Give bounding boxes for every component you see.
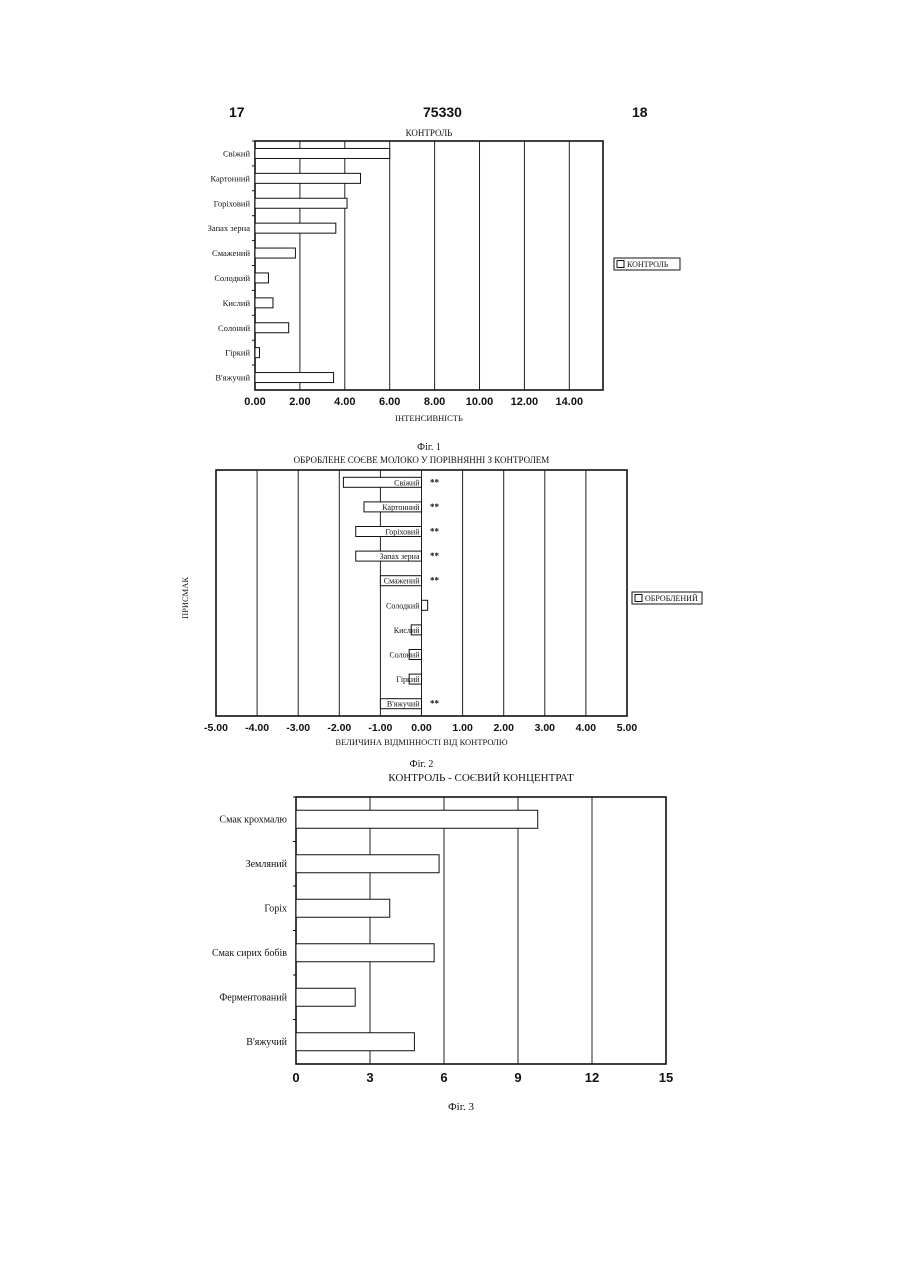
chart3-title: КОНТРОЛЬ - СОЄВИЙ КОНЦЕНТРАТ (388, 772, 574, 784)
chart1-bar (255, 148, 390, 158)
chart2-category-label: Кислий (394, 626, 420, 635)
chart2-x-tick-label: -4.00 (245, 722, 269, 734)
chart1-bar (255, 348, 259, 358)
chart2-x-tick-label: 5.00 (617, 722, 638, 734)
chart3-bar (296, 899, 390, 917)
chart3-bar (296, 810, 538, 828)
chart1-bar (255, 173, 361, 183)
chart2-significance-mark: ** (430, 527, 440, 537)
chart3-category-label: Смак крохмалю (219, 814, 287, 825)
chart2-bar (422, 600, 428, 610)
chart1-category-label: Смажений (212, 248, 250, 258)
chart1-category-label: Картонний (210, 173, 250, 183)
chart3-x-tick-label: 15 (659, 1070, 673, 1085)
chart2-x-tick-label: 1.00 (452, 722, 473, 734)
chart1-category-label: Солоний (218, 323, 250, 333)
chart2-category-label: Запах зерна (380, 552, 420, 561)
chart1-bar (255, 323, 289, 333)
chart1-x-tick-label: 10.00 (466, 396, 494, 408)
chart2-y-axis-label: ПРИСМАК (180, 577, 190, 619)
chart3-bar (296, 855, 439, 873)
chart3-bar (296, 944, 434, 962)
chart3-x-tick-label: 3 (366, 1070, 373, 1085)
chart2-category-label: Гіркий (396, 675, 420, 684)
chart1-bar (255, 373, 334, 383)
chart1-legend-label: КОНТРОЛЬ (627, 260, 669, 269)
chart1-x-tick-label: 8.00 (424, 396, 445, 408)
chart3-x-tick-label: 12 (585, 1070, 599, 1085)
chart2-x-tick-label: 0.00 (411, 722, 432, 734)
chart1-category-label: Гіркий (225, 348, 250, 358)
chart1-category-label: Свіжий (223, 148, 250, 158)
chart1-category-label: Кислий (223, 298, 251, 308)
chart1-bar (255, 198, 347, 208)
chart3-bar (296, 1033, 414, 1051)
chart1-legend-swatch (617, 261, 624, 268)
chart3-plot-frame (296, 797, 666, 1064)
chart1-bar (255, 298, 273, 308)
chart3-figure-caption: Фіг. 3 (448, 1101, 475, 1113)
chart1-bar (255, 223, 336, 233)
chart2-significance-mark: ** (430, 502, 440, 512)
chart1-x-tick-label: 2.00 (289, 396, 310, 408)
chart2-x-tick-label: -1.00 (368, 722, 392, 734)
chart1-x-tick-label: 0.00 (244, 396, 265, 408)
chart2-x-tick-label: -3.00 (286, 722, 310, 734)
chart1-category-label: Запах зерна (208, 223, 251, 233)
chart2-x-axis-label: ВЕЛИЧИНА ВІДМІННОСТІ ВІД КОНТРОЛЮ (335, 737, 507, 747)
chart2-category-label: Солодкий (386, 601, 420, 610)
chart1-bar (255, 273, 268, 283)
chart1-category-label: Солодкий (214, 273, 250, 283)
chart2-x-tick-label: 3.00 (535, 722, 556, 734)
chart2-x-tick-label: 4.00 (576, 722, 597, 734)
chart2-significance-mark: ** (430, 477, 440, 487)
chart3-bar (296, 988, 355, 1006)
chart2-x-tick-label: 2.00 (493, 722, 514, 734)
chart2-category-label: В'яжучий (387, 700, 420, 709)
chart2-title: ОБРОБЛЕНЕ СОЄВЕ МОЛОКО У ПОРІВНЯННІ З КО… (294, 455, 550, 465)
chart1-x-tick-label: 6.00 (379, 396, 400, 408)
chart2-significance-mark: ** (430, 576, 440, 586)
chart2-category-label: Свіжий (394, 478, 420, 487)
chart2-category-label: Солоний (389, 651, 420, 660)
chart3-x-tick-label: 6 (440, 1070, 447, 1085)
chart2-category-label: Картонний (382, 503, 420, 512)
chart1-category-label: В'яжучий (215, 373, 250, 383)
chart1-x-tick-label: 14.00 (556, 396, 584, 408)
chart2-legend-label: ОБРОБЛЕНИЙ (645, 594, 698, 603)
chart1-x-tick-label: 12.00 (511, 396, 539, 408)
chart1-x-tick-label: 4.00 (334, 396, 355, 408)
chart2-x-tick-label: -2.00 (327, 722, 351, 734)
chart3-category-label: В'яжучий (246, 1037, 287, 1048)
chart2-legend-swatch (635, 595, 642, 602)
chart2-category-label: Горіховий (385, 528, 420, 537)
chart2-significance-mark: ** (430, 699, 440, 709)
chart1-category-label: Горіховий (214, 198, 251, 208)
chart1-title: КОНТРОЛЬ (406, 128, 453, 138)
chart3-category-label: Горіх (264, 903, 287, 914)
chart2-significance-mark: ** (430, 551, 440, 561)
chart3-category-label: Земляний (246, 859, 288, 870)
chart3-x-tick-label: 9 (514, 1070, 521, 1085)
chart1-x-axis-label: ІНТЕНСИВНІСТЬ (395, 413, 463, 423)
chart3-x-tick-label: 0 (292, 1070, 299, 1085)
chart1-figure-caption: Фіг. 1 (417, 442, 441, 453)
chart2-figure-caption: Фіг. 2 (410, 759, 434, 770)
chart2-category-label: Смажений (384, 577, 420, 586)
chart2-x-tick-label: -5.00 (204, 722, 228, 734)
chart1-bar (255, 248, 295, 258)
chart3-category-label: Ферментований (219, 992, 287, 1003)
chart3-category-label: Смак сирих бобів (212, 948, 287, 959)
